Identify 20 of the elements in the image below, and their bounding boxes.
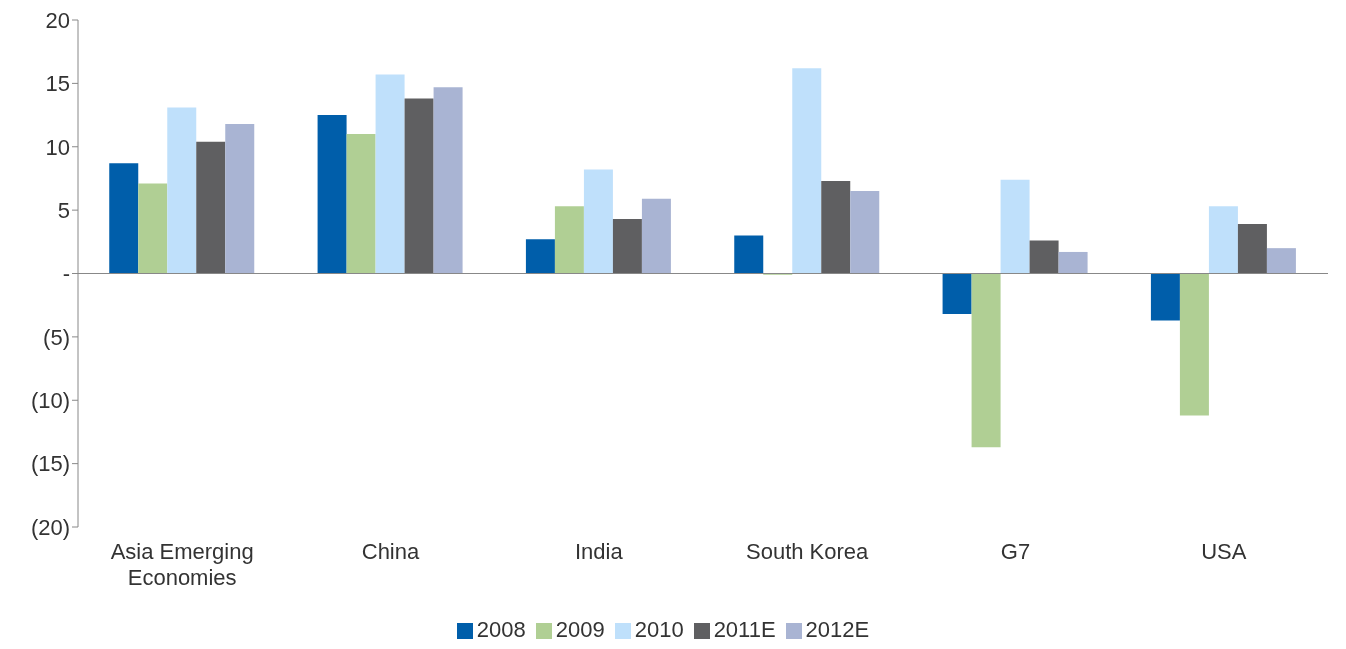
legend-label: 2010 [634, 617, 684, 642]
y-tick-label: 5 [57, 197, 70, 223]
x-tick-label: South Korea [746, 539, 870, 564]
y-tick-label: 20 [45, 7, 70, 33]
x-tick-label: China [361, 539, 420, 564]
x-tick-label: Asia Emerging Economies [110, 539, 254, 590]
x-tick-label: G7 [1000, 539, 1031, 564]
legend-label: 2008 [476, 617, 526, 642]
y-tick-label: - [62, 261, 70, 287]
y-tick-label: (15) [30, 451, 70, 477]
x-tick-label: USA [1201, 539, 1247, 564]
legend-label: 2009 [555, 617, 605, 642]
y-tick-label: (5) [43, 324, 70, 350]
x-tick-label: India [574, 539, 624, 564]
y-tick-label: (20) [30, 514, 70, 540]
y-tick-label: 10 [45, 134, 70, 160]
y-tick-label: (10) [30, 388, 70, 414]
legend-label: 2011E [713, 617, 776, 642]
legend-label: 2012E [805, 617, 870, 642]
y-tick-label: 15 [45, 71, 70, 97]
